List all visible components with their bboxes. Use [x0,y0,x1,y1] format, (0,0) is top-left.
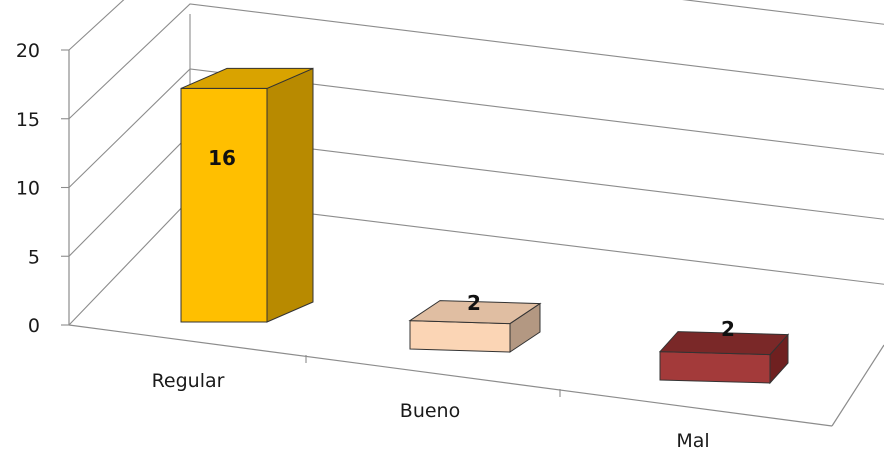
y-tick-label: 20 [16,40,40,62]
bar-front [180,87,268,323]
bar-mal [658,331,790,385]
bar-bueno [408,300,542,353]
bar-front [409,320,511,353]
data-label: 16 [208,146,236,170]
bar-top [658,331,790,356]
y-tick-label: 10 [16,178,40,200]
y-tick-label: 15 [16,109,40,131]
bars [180,67,790,385]
y-tick-label: 0 [28,315,40,337]
axes [61,49,884,427]
gridline [68,3,884,120]
labels: 0 5 10 15 20 Regular Bueno Mal 16 2 2 [16,40,735,451]
floor-right-edge [831,344,884,427]
bar-side [266,67,314,323]
data-label: 2 [721,317,735,341]
category-label: Regular [152,370,225,392]
bar-top [408,300,542,325]
x-axis [68,324,833,427]
bar-top [180,67,314,89]
data-label: 2 [467,291,481,315]
gridline [68,0,884,51]
y-tick-label: 5 [28,246,40,268]
bar-front [659,351,771,384]
gridline [68,68,884,188]
category-label: Mal [676,430,709,451]
category-label: Bueno [400,400,460,422]
bar-regular [180,67,314,323]
